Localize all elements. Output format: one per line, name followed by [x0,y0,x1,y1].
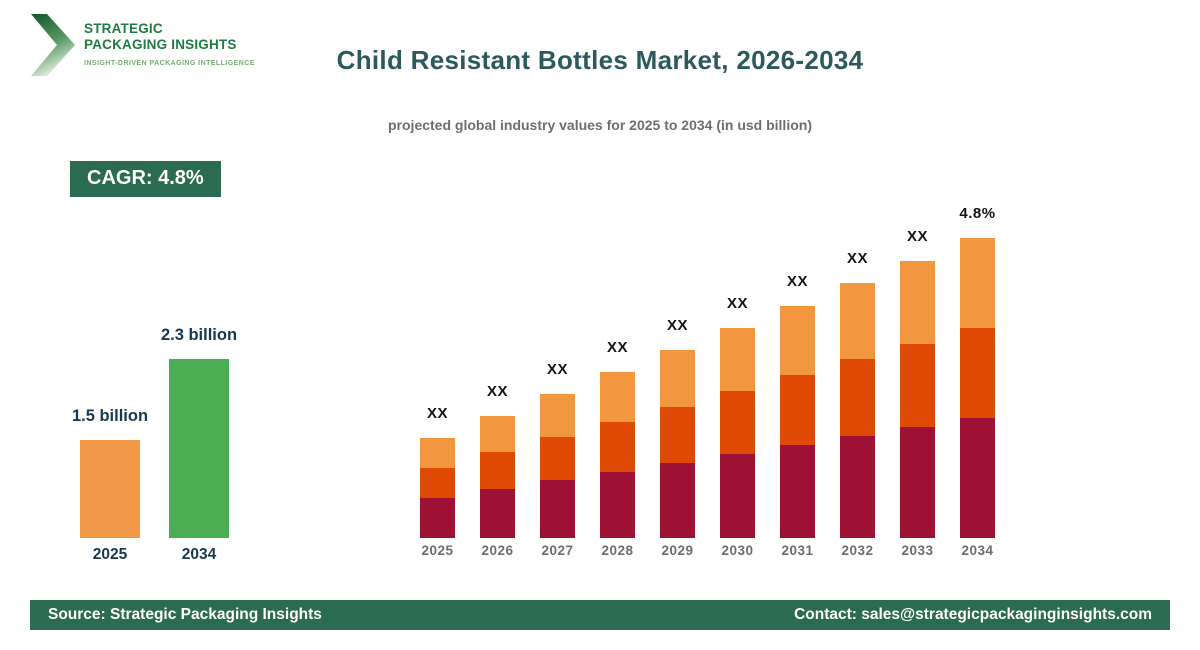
stacked-segment-bottom-2028 [600,472,635,538]
comparison-value-label: 1.5 billion [71,407,149,425]
stacked-segment-bottom-2026 [480,489,515,538]
bar-top-label-2028: XX [606,339,629,356]
axis-year-label-2034: 2034 [961,543,994,558]
stacked-segment-bottom-2032 [840,436,875,538]
logo-chevron-icon [31,14,75,76]
bar-top-label-2026: XX [486,383,509,400]
stacked-segment-middle-2032 [840,359,875,436]
page-title: Child Resistant Bottles Market, 2026-203… [336,45,864,75]
axis-year-label-2031: 2031 [781,543,814,558]
stacked-segment-bottom-2027 [540,480,575,538]
bar-top-label-2032: XX [846,250,869,267]
stacked-segment-top-2025 [420,438,455,468]
stacked-segment-top-2027 [540,394,575,437]
stacked-segment-bottom-2030 [720,454,755,538]
stacked-segment-middle-2029 [660,407,695,463]
bar-top-label-2029: XX [666,317,689,334]
stacked-segment-bottom-2025 [420,498,455,538]
stacked-segment-top-2034 [960,238,995,328]
comparison-year-label: 2034 [181,546,217,563]
stacked-segment-middle-2025 [420,468,455,498]
logo-tagline: INSIGHT-DRIVEN PACKAGING INTELLIGENCE [84,59,255,67]
axis-year-label-2032: 2032 [841,543,874,558]
stacked-segment-bottom-2031 [780,445,815,538]
stacked-segment-bottom-2034 [960,418,995,538]
stacked-segment-middle-2026 [480,452,515,489]
stacked-segment-top-2033 [900,261,935,344]
footer-source: Source: Strategic Packaging Insights [48,606,322,623]
stacked-segment-top-2026 [480,416,515,452]
comparison-bar-2025 [80,440,140,538]
stacked-segment-top-2030 [720,328,755,391]
logo-text: STRATEGIC PACKAGING INSIGHTS INSIGHT-DRI… [84,12,255,67]
logo-name-line2: PACKAGING INSIGHTS [84,36,237,52]
bar-top-label-2025: XX [426,405,449,422]
axis-year-label-2026: 2026 [481,543,514,558]
axis-year-label-2030: 2030 [721,543,754,558]
stacked-segment-middle-2034 [960,328,995,418]
axis-year-label-2029: 2029 [661,543,694,558]
stacked-segment-top-2032 [840,283,875,359]
logo-name-line1: STRATEGIC [84,21,163,36]
bar-top-label-2027: XX [546,361,569,378]
bar-top-label-2034: 4.8% [959,205,996,222]
comparison-value-label: 2.3 billion [160,326,238,344]
logo: STRATEGIC PACKAGING INSIGHTS INSIGHT-DRI… [30,12,255,78]
comparison-bar-2034 [169,359,229,538]
footer-bar: Source: Strategic Packaging Insights Con… [30,600,1170,630]
axis-year-label-2025: 2025 [421,543,454,558]
stacked-segment-middle-2027 [540,437,575,480]
stacked-segment-top-2028 [600,372,635,422]
stacked-segment-bottom-2033 [900,427,935,538]
comparison-year-label: 2025 [92,546,128,563]
axis-year-label-2027: 2027 [541,543,574,558]
cagr-badge: CAGR: 4.8% [70,161,221,197]
stacked-segment-middle-2031 [780,375,815,445]
bar-top-label-2031: XX [786,273,809,290]
bar-top-label-2030: XX [726,295,749,312]
stacked-segment-top-2029 [660,350,695,407]
stacked-segment-middle-2030 [720,391,755,454]
stacked-segment-middle-2033 [900,344,935,427]
stacked-segment-top-2031 [780,306,815,375]
page-subtitle: projected global industry values for 202… [388,117,812,133]
axis-year-label-2033: 2033 [901,543,934,558]
stacked-segment-bottom-2029 [660,463,695,538]
stacked-segment-middle-2028 [600,422,635,472]
bar-top-label-2033: XX [906,228,929,245]
axis-year-label-2028: 2028 [601,543,634,558]
footer-contact: Contact: sales@strategicpackaginginsight… [794,606,1152,623]
